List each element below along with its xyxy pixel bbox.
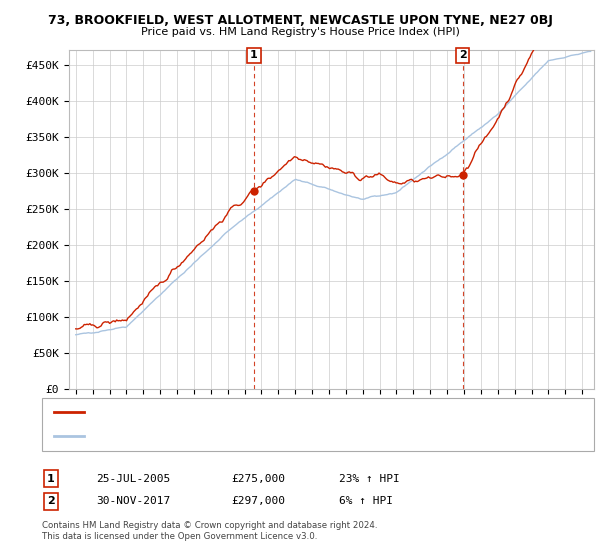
Text: 73, BROOKFIELD, WEST ALLOTMENT, NEWCASTLE UPON TYNE, NE27 0BJ (detached hous: 73, BROOKFIELD, WEST ALLOTMENT, NEWCASTL…	[90, 408, 550, 418]
Text: Contains HM Land Registry data © Crown copyright and database right 2024.: Contains HM Land Registry data © Crown c…	[42, 521, 377, 530]
Text: This data is licensed under the Open Government Licence v3.0.: This data is licensed under the Open Gov…	[42, 532, 317, 541]
Text: £297,000: £297,000	[231, 496, 285, 506]
Text: HPI: Average price, detached house, North Tyneside: HPI: Average price, detached house, Nort…	[90, 431, 361, 441]
Text: 30-NOV-2017: 30-NOV-2017	[96, 496, 170, 506]
Text: £275,000: £275,000	[231, 474, 285, 484]
Text: 1: 1	[47, 474, 55, 484]
Text: 1: 1	[250, 50, 258, 60]
Text: 2: 2	[47, 496, 55, 506]
Text: 2: 2	[459, 50, 467, 60]
Text: 25-JUL-2005: 25-JUL-2005	[96, 474, 170, 484]
Text: 6% ↑ HPI: 6% ↑ HPI	[339, 496, 393, 506]
Text: Price paid vs. HM Land Registry's House Price Index (HPI): Price paid vs. HM Land Registry's House …	[140, 27, 460, 37]
Text: 73, BROOKFIELD, WEST ALLOTMENT, NEWCASTLE UPON TYNE, NE27 0BJ: 73, BROOKFIELD, WEST ALLOTMENT, NEWCASTL…	[47, 14, 553, 27]
Text: 23% ↑ HPI: 23% ↑ HPI	[339, 474, 400, 484]
